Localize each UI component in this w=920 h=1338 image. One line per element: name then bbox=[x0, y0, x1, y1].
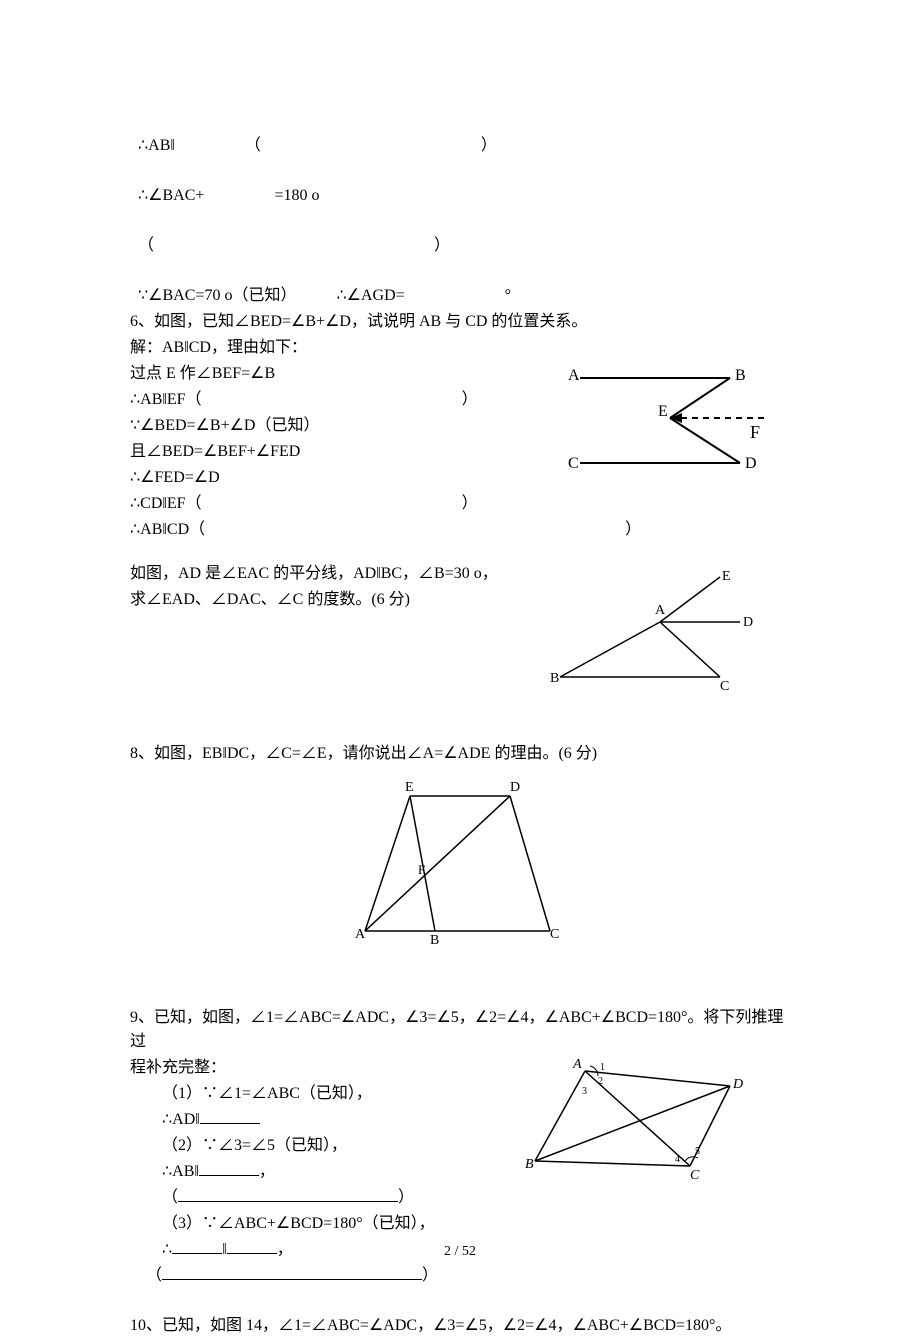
q9-6: （3）∵∠ABC+∠BCD=180°（已知）， bbox=[130, 1212, 790, 1236]
line-3: （） bbox=[130, 210, 790, 258]
blank bbox=[200, 1108, 260, 1124]
lbl-1: 1 bbox=[600, 1062, 605, 1073]
lbl-B: B bbox=[430, 933, 439, 946]
figure-8-svg: E D A B C F bbox=[350, 776, 570, 946]
q6-l12: ∴CD‖EF（ ） bbox=[130, 492, 790, 516]
q9-5: （） bbox=[130, 1186, 790, 1210]
blank bbox=[162, 1264, 422, 1280]
lbl-C: C bbox=[568, 455, 579, 472]
text: ∴CD‖EF（ bbox=[130, 495, 202, 512]
text: ∴∠AGD= bbox=[336, 287, 404, 304]
figure-7: A B C D E bbox=[540, 562, 770, 702]
text: ） bbox=[434, 237, 450, 254]
lbl-F: F bbox=[418, 862, 425, 877]
problem-6: 6、如图，已知∠BED=∠B+∠D，试说明 AB 与 CD 的位置关系。 解：A… bbox=[130, 310, 790, 542]
text: 程补充完整： bbox=[130, 1059, 226, 1076]
figure-9: A B C D 1 2 3 4 5 bbox=[520, 1046, 750, 1186]
text: （ bbox=[162, 1189, 178, 1206]
lbl-2: 2 bbox=[598, 1076, 603, 1087]
text: ） bbox=[462, 495, 478, 512]
figure-6-svg: A B E F C D bbox=[550, 358, 780, 488]
problem-10: 10、已知，如图 14，∠1=∠ABC=∠ADC，∠3=∠5，∠2=∠4，∠AB… bbox=[130, 1314, 790, 1338]
text: ） bbox=[398, 1189, 414, 1206]
lbl-A: A bbox=[572, 1057, 582, 1072]
text: ） bbox=[422, 1267, 438, 1284]
text: ∵∠BED=∠B+∠D（已知） bbox=[130, 417, 320, 434]
lbl-B: B bbox=[550, 671, 559, 686]
text: ∴AD‖ bbox=[162, 1111, 200, 1128]
q8-title: 8、如图，EB‖DC，∠C=∠E，请你说出∠A=∠ADE 的理由。(6 分) bbox=[130, 742, 790, 766]
blank bbox=[199, 1160, 259, 1176]
lbl-5: 5 bbox=[695, 1146, 700, 1157]
lbl-A: A bbox=[355, 927, 366, 942]
lbl-C: C bbox=[550, 927, 559, 942]
text: 过点 E 作∠BEF=∠B bbox=[130, 365, 275, 382]
text: ∴∠FED=∠D bbox=[130, 469, 220, 486]
blank bbox=[178, 1186, 398, 1202]
lbl-B: B bbox=[735, 367, 746, 384]
text: 如图，AD 是∠EAC 的平分线，AD‖BC，∠B=30 o， bbox=[130, 565, 498, 582]
lbl-D: D bbox=[510, 780, 520, 795]
text: ∴AB‖ bbox=[138, 137, 175, 154]
line-4: ∵∠BAC=70 o（已知） ∴∠AGD= ° bbox=[130, 260, 790, 308]
text: =180 o bbox=[274, 187, 319, 204]
problem-7: 如图，AD 是∠EAC 的平分线，AD‖BC，∠B=30 o， 求∠EAD、∠D… bbox=[130, 562, 790, 702]
text: ∵∠BAC=70 o（已知） bbox=[138, 287, 296, 304]
q6-l13: ∴AB‖CD（ ） bbox=[130, 518, 790, 542]
line-2: ∴∠BAC+ =180 o bbox=[130, 160, 790, 208]
text: 2 / 52 bbox=[444, 1244, 476, 1259]
text: ∴AB‖CD（ bbox=[130, 521, 205, 538]
lbl-C: C bbox=[690, 1168, 700, 1183]
text: （2）∵∠3=∠5（已知）， bbox=[162, 1137, 347, 1154]
text: （1）∵∠1=∠ABC（已知）， bbox=[162, 1085, 372, 1102]
page-number: 2 / 52 bbox=[0, 1241, 920, 1262]
text: ∴AB‖ bbox=[162, 1163, 199, 1180]
lbl-C: C bbox=[720, 679, 729, 694]
text: 且∠BED=∠BEF+∠FED bbox=[130, 443, 300, 460]
line-1: ∴AB‖ （ ） bbox=[130, 110, 790, 158]
lbl-3: 3 bbox=[582, 1086, 587, 1097]
text: ） bbox=[462, 391, 478, 408]
q9-8: （） bbox=[130, 1264, 790, 1288]
q6-title: 6、如图，已知∠BED=∠B+∠D，试说明 AB 与 CD 的位置关系。 bbox=[130, 310, 790, 334]
lbl-E: E bbox=[405, 780, 414, 795]
text: ， bbox=[259, 1163, 275, 1180]
text: ∴AB‖EF（ bbox=[130, 391, 202, 408]
lbl-D: D bbox=[743, 615, 753, 630]
lbl-D: D bbox=[745, 455, 757, 472]
lbl-B: B bbox=[525, 1157, 534, 1172]
lbl-4: 4 bbox=[675, 1154, 680, 1165]
lbl-A: A bbox=[568, 367, 580, 384]
text: （3）∵∠ABC+∠BCD=180°（已知）， bbox=[162, 1215, 435, 1232]
figure-6: A B E F C D bbox=[550, 358, 780, 488]
text: 8、如图，EB‖DC，∠C=∠E，请你说出∠A=∠ADE 的理由。(6 分) bbox=[130, 745, 597, 762]
text: （ bbox=[138, 237, 154, 254]
lbl-F: F bbox=[750, 422, 760, 442]
text: ° bbox=[505, 287, 511, 304]
figure-9-svg: A B C D 1 2 3 4 5 bbox=[520, 1046, 750, 1186]
figure-7-svg: A B C D E bbox=[540, 562, 770, 702]
lbl-D: D bbox=[732, 1077, 743, 1092]
lbl-A: A bbox=[655, 603, 666, 618]
text: 解：AB‖CD，理由如下： bbox=[130, 339, 307, 356]
text: （ bbox=[146, 1267, 162, 1284]
text: 10、已知，如图 14，∠1=∠ABC=∠ADC，∠3=∠5，∠2=∠4，∠AB… bbox=[130, 1317, 731, 1334]
lbl-E: E bbox=[722, 569, 731, 584]
text: 6、如图，已知∠BED=∠B+∠D，试说明 AB 与 CD 的位置关系。 bbox=[130, 313, 587, 330]
q6-sol: 解：AB‖CD，理由如下： bbox=[130, 336, 790, 360]
text: ） bbox=[625, 521, 641, 538]
text: ） bbox=[481, 137, 497, 154]
text: （ bbox=[245, 137, 261, 154]
problem-8: 8、如图，EB‖DC，∠C=∠E，请你说出∠A=∠ADE 的理由。(6 分) E… bbox=[130, 742, 790, 946]
text: ∴∠BAC+ bbox=[138, 187, 204, 204]
text: 9、已知，如图，∠1=∠ABC=∠ADC，∠3=∠5，∠2=∠4，∠ABC+∠B… bbox=[130, 1009, 783, 1050]
text: 求∠EAD、∠DAC、∠C 的度数。(6 分) bbox=[130, 591, 410, 608]
lbl-E: E bbox=[658, 403, 668, 420]
